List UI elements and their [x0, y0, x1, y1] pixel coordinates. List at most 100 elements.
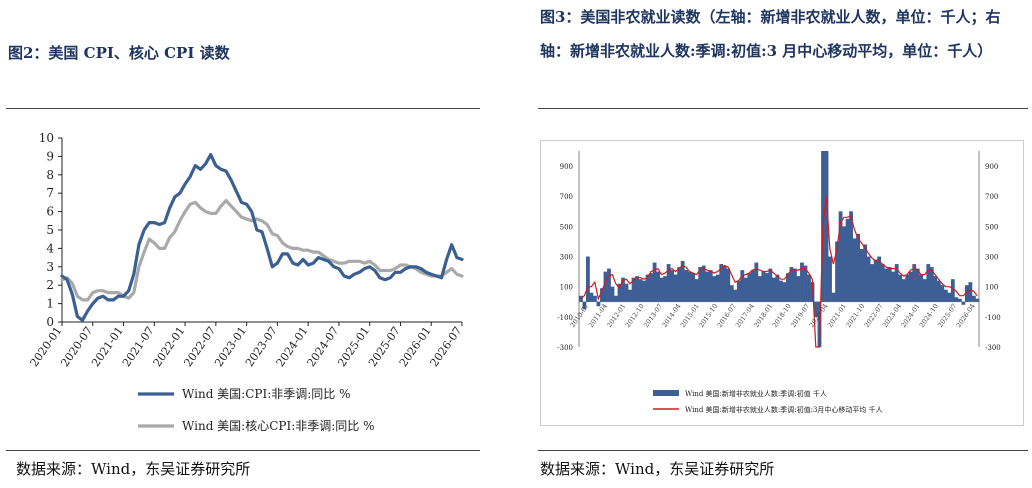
- payrolls-bar: [968, 282, 973, 302]
- left-source-rule: [6, 450, 480, 451]
- payrolls-bar: [628, 289, 632, 302]
- payrolls-bar: [845, 218, 850, 302]
- payrolls-bar: [796, 276, 801, 302]
- payrolls-bar: [656, 271, 661, 302]
- payrolls-bar: [901, 279, 906, 302]
- left-y-tick-label: -100: [557, 314, 573, 322]
- cpi-legend-label: Wind 美国:CPI:非季调:同比 %: [182, 387, 351, 401]
- y-tick-label: 6: [46, 205, 54, 219]
- payrolls-bar: [642, 280, 646, 302]
- payrolls-bar: [873, 259, 878, 302]
- y-tick-label: 10: [39, 131, 54, 145]
- cpi-series-line: [60, 152, 464, 322]
- payrolls-bar: [708, 270, 713, 302]
- payrolls-bar: [589, 292, 594, 302]
- payrolls-bar: [666, 264, 671, 302]
- y-tick-label: 0: [46, 315, 54, 329]
- payrolls-bar: [803, 265, 808, 302]
- x-tick-label: 2026-07: [428, 324, 465, 369]
- payrolls-bar-legend-label: Wind 美国:新增非农就业人数:季调:初值 千人: [685, 389, 827, 398]
- payrolls-bar: [919, 274, 924, 302]
- payrolls-bar: [600, 288, 604, 302]
- payrolls-bar: [638, 279, 643, 302]
- payrolls-bar: [649, 273, 653, 302]
- payrolls-bar: [859, 249, 864, 302]
- left-y-tick-label: 500: [560, 223, 573, 231]
- y-tick-label: 4: [46, 241, 54, 255]
- payrolls-bar: [712, 276, 717, 302]
- payrolls-chart-frame: -300 -100 100 300 500 700 900 -300 -100 100 300 500…: [540, 140, 1024, 426]
- payrolls-bar: [863, 244, 868, 302]
- payrolls-bar: [705, 271, 710, 302]
- payrolls-bar: [596, 301, 601, 307]
- payrolls-bar: [768, 268, 773, 302]
- payrolls-bar: [793, 268, 797, 302]
- payrolls-bar: [652, 262, 657, 302]
- payrolls-bar: [838, 211, 843, 302]
- payrolls-bar: [789, 267, 794, 302]
- payrolls-bar: [624, 283, 629, 302]
- payrolls-bar: [691, 273, 696, 302]
- payrolls-bar: [926, 264, 931, 302]
- payrolls-bar: [884, 268, 889, 302]
- payrolls-bar: [593, 295, 597, 302]
- payrolls-bar: [870, 264, 875, 302]
- right-title-rule: [538, 108, 1028, 109]
- payrolls-chart: -300 -100 100 300 500 700 900 -300 -100 100 300 500…: [557, 151, 1001, 414]
- y-tick-label: 8: [46, 168, 54, 182]
- payrolls-bar: [800, 262, 804, 302]
- payrolls-bar: [922, 279, 927, 302]
- right-source-rule: [538, 450, 1028, 451]
- payrolls-bar: [887, 267, 892, 302]
- payrolls-bar: [673, 274, 678, 302]
- left-y-tick-label: 100: [560, 284, 573, 292]
- payrolls-bar: [663, 276, 668, 302]
- left-y-tick-label: 700: [560, 193, 573, 201]
- payrolls-bar: [698, 267, 703, 302]
- payrolls-bar: [894, 264, 899, 302]
- y-tick-label: 5: [46, 223, 54, 237]
- payrolls-ma-line: [580, 196, 978, 348]
- payrolls-bar: [719, 264, 724, 302]
- payrolls-bar: [677, 267, 682, 302]
- payrolls-bar: [670, 270, 675, 302]
- payrolls-bar: [866, 256, 871, 302]
- payrolls-bar: [582, 301, 587, 310]
- payrolls-bar: [908, 271, 913, 302]
- x-tick-label: 2026-04: [955, 302, 977, 329]
- payrolls-bar: [957, 298, 962, 302]
- payrolls-bar: [722, 265, 727, 302]
- y-tick-label: 9: [46, 149, 54, 163]
- payrolls-bar: [603, 271, 608, 302]
- right-y-tick-label: 300: [985, 254, 998, 262]
- left-y-tick-label: 900: [560, 163, 573, 171]
- payrolls-bar: [807, 274, 811, 302]
- payrolls-bar: [842, 226, 846, 302]
- payrolls-bar: [880, 264, 885, 302]
- y-tick-label: 2: [46, 278, 54, 292]
- payrolls-bar: [645, 274, 650, 302]
- payrolls-bar: [754, 262, 759, 302]
- payrolls-bar: [733, 289, 738, 302]
- payrolls-bar: [736, 280, 741, 302]
- payrolls-bar: [747, 273, 752, 302]
- payrolls-bar: [971, 295, 976, 302]
- payrolls-bar: [912, 264, 917, 302]
- payrolls-bar: [631, 277, 636, 302]
- payrolls-bar: [694, 279, 699, 302]
- payrolls-bar: [680, 261, 685, 302]
- payrolls-bar: [905, 274, 910, 302]
- payrolls-bar: [933, 276, 938, 302]
- payrolls-bar: [621, 277, 625, 302]
- payrolls-bar: [964, 285, 969, 302]
- core-cpi-series-line: [60, 198, 464, 302]
- left-y-tick-label: 300: [560, 254, 573, 262]
- payrolls-bar: [828, 256, 832, 302]
- right-source-text: 数据来源：Wind，东吴证券研究所: [540, 460, 775, 478]
- payrolls-bar: [852, 238, 857, 302]
- payrolls-bar: [757, 276, 762, 302]
- core-cpi-legend-label: Wind 美国:核心CPI:非季调:同比 %: [182, 419, 375, 433]
- payrolls-bar: [814, 301, 818, 317]
- payrolls-bar: [684, 270, 689, 302]
- payrolls-bar: [961, 301, 966, 305]
